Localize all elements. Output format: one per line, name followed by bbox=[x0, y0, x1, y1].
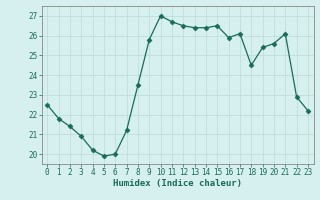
X-axis label: Humidex (Indice chaleur): Humidex (Indice chaleur) bbox=[113, 179, 242, 188]
